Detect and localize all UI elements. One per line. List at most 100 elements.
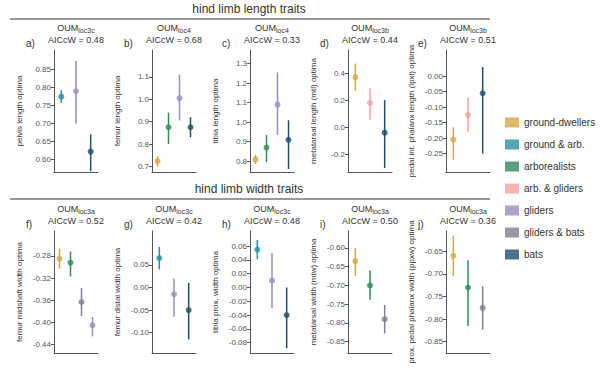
svg-text:0.9: 0.9 <box>138 117 150 126</box>
svg-text:-0.28: -0.28 <box>33 251 52 260</box>
svg-text:h): h) <box>222 219 231 230</box>
svg-text:-0.2: -0.2 <box>331 150 345 159</box>
svg-text:0.8: 0.8 <box>236 157 248 166</box>
svg-text:-0.10: -0.10 <box>131 328 150 337</box>
svg-text:OUM: OUM <box>255 23 276 33</box>
svg-text:-0.32: -0.32 <box>33 274 52 283</box>
svg-text:loc3c: loc3c <box>78 27 95 34</box>
svg-text:-0.08: -0.08 <box>229 338 248 347</box>
svg-text:d): d) <box>320 38 329 49</box>
svg-text:0.00: 0.00 <box>427 72 443 81</box>
svg-text:-0.85: -0.85 <box>425 337 444 346</box>
svg-text:-0.05: -0.05 <box>131 306 150 315</box>
svg-text:-0.65: -0.65 <box>425 247 444 256</box>
svg-text:gliders & bats: gliders & bats <box>524 227 585 238</box>
svg-text:0.04: 0.04 <box>231 255 247 264</box>
svg-text:0.65: 0.65 <box>35 137 51 146</box>
svg-text:prox. pedal phalanx width (ppx: prox. pedal phalanx width (ppxw) optima <box>407 220 416 364</box>
svg-text:-0.60: -0.60 <box>327 243 346 252</box>
svg-text:metatarsal width (mtw) optima: metatarsal width (mtw) optima <box>309 238 318 345</box>
svg-text:1.3: 1.3 <box>236 59 248 68</box>
svg-text:-0.75: -0.75 <box>425 292 444 301</box>
svg-text:0.70: 0.70 <box>35 119 51 128</box>
svg-text:0.4: 0.4 <box>334 69 346 78</box>
svg-text:OUM: OUM <box>449 23 470 33</box>
svg-text:0.05: 0.05 <box>133 260 149 269</box>
svg-text:-0.20: -0.20 <box>425 134 444 143</box>
svg-text:-0.80: -0.80 <box>327 318 346 327</box>
svg-text:-0.04: -0.04 <box>229 311 248 320</box>
svg-text:0.9: 0.9 <box>236 137 248 146</box>
svg-text:-0.75: -0.75 <box>327 300 346 309</box>
svg-text:pedal int. phalanx length (lpx: pedal int. phalanx length (lpxl) optima <box>407 44 416 177</box>
svg-text:loc4: loc4 <box>178 27 191 34</box>
svg-text:OUM: OUM <box>351 204 372 214</box>
svg-text:-0.25: -0.25 <box>425 149 444 158</box>
svg-text:0.8: 0.8 <box>138 140 150 149</box>
svg-text:AICcW = 0.36: AICcW = 0.36 <box>440 216 496 226</box>
svg-text:OUM: OUM <box>57 204 78 214</box>
svg-text:b): b) <box>124 38 133 49</box>
svg-text:1.0: 1.0 <box>138 95 150 104</box>
svg-text:pelvis length optima: pelvis length optima <box>15 75 24 146</box>
svg-text:-0.40: -0.40 <box>33 318 52 327</box>
svg-text:loc3b: loc3b <box>372 27 389 34</box>
svg-text:0.00: 0.00 <box>231 283 247 292</box>
svg-text:AICcW = 0.68: AICcW = 0.68 <box>146 35 202 45</box>
svg-text:-0.80: -0.80 <box>425 315 444 324</box>
svg-text:0.0: 0.0 <box>334 123 346 132</box>
svg-text:0.7: 0.7 <box>138 162 150 171</box>
svg-text:i): i) <box>320 219 326 230</box>
svg-text:loc3a: loc3a <box>78 208 95 215</box>
svg-text:OUM: OUM <box>155 204 176 214</box>
svg-text:-0.05: -0.05 <box>425 87 444 96</box>
svg-text:AICcW = 0.48: AICcW = 0.48 <box>48 35 104 45</box>
svg-text:arborealists: arborealists <box>524 161 576 172</box>
svg-text:loc3a: loc3a <box>470 208 487 215</box>
svg-text:0.2: 0.2 <box>334 96 346 105</box>
svg-text:AICcW = 0.33: AICcW = 0.33 <box>244 35 300 45</box>
svg-text:1.1: 1.1 <box>236 98 248 107</box>
svg-text:loc3a: loc3a <box>372 208 389 215</box>
svg-text:0.02: 0.02 <box>231 269 247 278</box>
svg-text:AICcW = 0.48: AICcW = 0.48 <box>244 216 300 226</box>
svg-text:0.80: 0.80 <box>35 83 51 92</box>
svg-text:-0.44: -0.44 <box>33 340 52 349</box>
svg-text:a): a) <box>26 38 35 49</box>
svg-text:0.75: 0.75 <box>35 101 51 110</box>
svg-text:-0.70: -0.70 <box>425 269 444 278</box>
svg-text:AICcW = 0.52: AICcW = 0.52 <box>48 216 104 226</box>
svg-text:c): c) <box>222 38 230 49</box>
svg-text:e): e) <box>418 38 427 49</box>
svg-text:j): j) <box>417 219 424 230</box>
svg-text:0.60: 0.60 <box>35 155 51 164</box>
svg-text:-0.15: -0.15 <box>425 118 444 127</box>
svg-text:AICcW = 0.42: AICcW = 0.42 <box>146 216 202 226</box>
svg-text:ground & arb.: ground & arb. <box>524 139 585 150</box>
svg-text:1.1: 1.1 <box>138 72 150 81</box>
svg-text:arb. & gliders: arb. & gliders <box>524 183 583 194</box>
svg-text:0.00: 0.00 <box>133 283 149 292</box>
svg-text:metatarsal length (mtl) optima: metatarsal length (mtl) optima <box>309 58 318 164</box>
svg-text:-0.65: -0.65 <box>327 262 346 271</box>
svg-text:-0.85: -0.85 <box>327 337 346 346</box>
svg-text:loc4: loc4 <box>276 27 289 34</box>
svg-text:-0.36: -0.36 <box>33 296 52 305</box>
svg-text:AICcW = 0.44: AICcW = 0.44 <box>342 35 398 45</box>
svg-text:f): f) <box>26 219 32 230</box>
svg-text:bats: bats <box>524 249 543 260</box>
svg-text:loc3c: loc3c <box>274 208 291 215</box>
svg-text:-0.06: -0.06 <box>229 324 248 333</box>
svg-text:0.06: 0.06 <box>231 242 247 251</box>
svg-text:g): g) <box>124 219 133 230</box>
svg-text:AICcW = 0.50: AICcW = 0.50 <box>342 216 398 226</box>
svg-text:tibia length optima: tibia length optima <box>211 78 220 143</box>
svg-text:OUM: OUM <box>351 23 372 33</box>
svg-text:OUM: OUM <box>449 204 470 214</box>
svg-text:OUM: OUM <box>253 204 274 214</box>
svg-text:0.85: 0.85 <box>35 65 51 74</box>
svg-text:loc3b: loc3b <box>470 27 487 34</box>
svg-text:ground-dwellers: ground-dwellers <box>524 117 595 128</box>
svg-text:femur length optima: femur length optima <box>113 75 122 146</box>
svg-text:femur distal width optima: femur distal width optima <box>113 247 122 336</box>
